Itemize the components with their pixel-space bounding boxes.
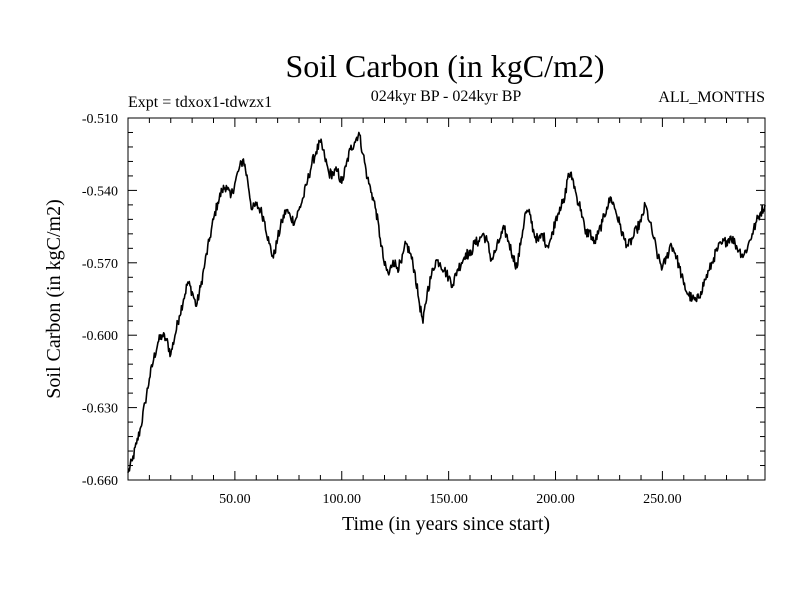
y-tick-label: -0.600 bbox=[82, 329, 118, 344]
y-tick-label: -0.510 bbox=[82, 112, 118, 127]
x-axis-label: Time (in years since start) bbox=[342, 513, 550, 535]
plot-frame bbox=[127, 117, 766, 481]
chart-title: Soil Carbon (in kgC/m2) bbox=[285, 48, 604, 84]
axis-tick-labels: 50.00 100.00 150.00 200.00 250.00 -0.660 -0.63… bbox=[82, 112, 682, 507]
period-label: 024kyr BP - 024kyr BP bbox=[371, 88, 522, 105]
x-tick-label: 100.00 bbox=[323, 492, 362, 507]
x-tick-label: 150.00 bbox=[429, 492, 468, 507]
x-tick-label: 50.00 bbox=[219, 492, 251, 507]
x-tick-label: 250.00 bbox=[643, 492, 682, 507]
x-tick-label: 200.00 bbox=[536, 492, 575, 507]
y-axis-label: Soil Carbon (in kgC/m2) bbox=[43, 199, 65, 398]
months-label: ALL_MONTHS bbox=[658, 89, 765, 106]
y-tick-label: -0.630 bbox=[82, 402, 118, 417]
y-tick-label: -0.660 bbox=[82, 474, 118, 489]
y-tick-label: -0.570 bbox=[82, 257, 118, 272]
experiment-label: Expt = tdxox1-tdwzx1 bbox=[128, 94, 272, 111]
y-tick-label: -0.540 bbox=[82, 184, 118, 199]
data-series-line bbox=[127, 131, 766, 473]
axis-ticks bbox=[128, 118, 765, 480]
